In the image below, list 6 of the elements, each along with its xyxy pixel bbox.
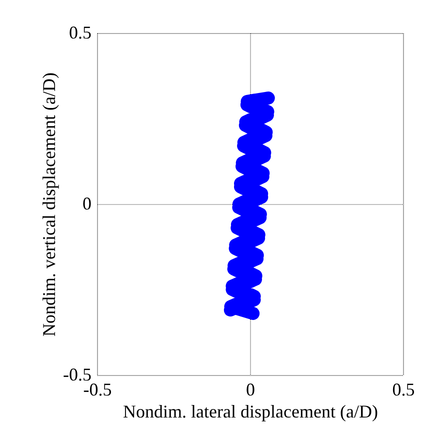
x-tick-label: 0.5	[392, 380, 415, 400]
x-tick-label: 0	[246, 380, 255, 400]
x-axis-title: Nondim. lateral displacement (a/D)	[123, 402, 378, 422]
y-tick-label: 0.5	[69, 22, 92, 42]
y-axis-title: Nondim. vertical displacement (a/D)	[39, 72, 60, 336]
y-tick-label: 0	[82, 194, 92, 214]
